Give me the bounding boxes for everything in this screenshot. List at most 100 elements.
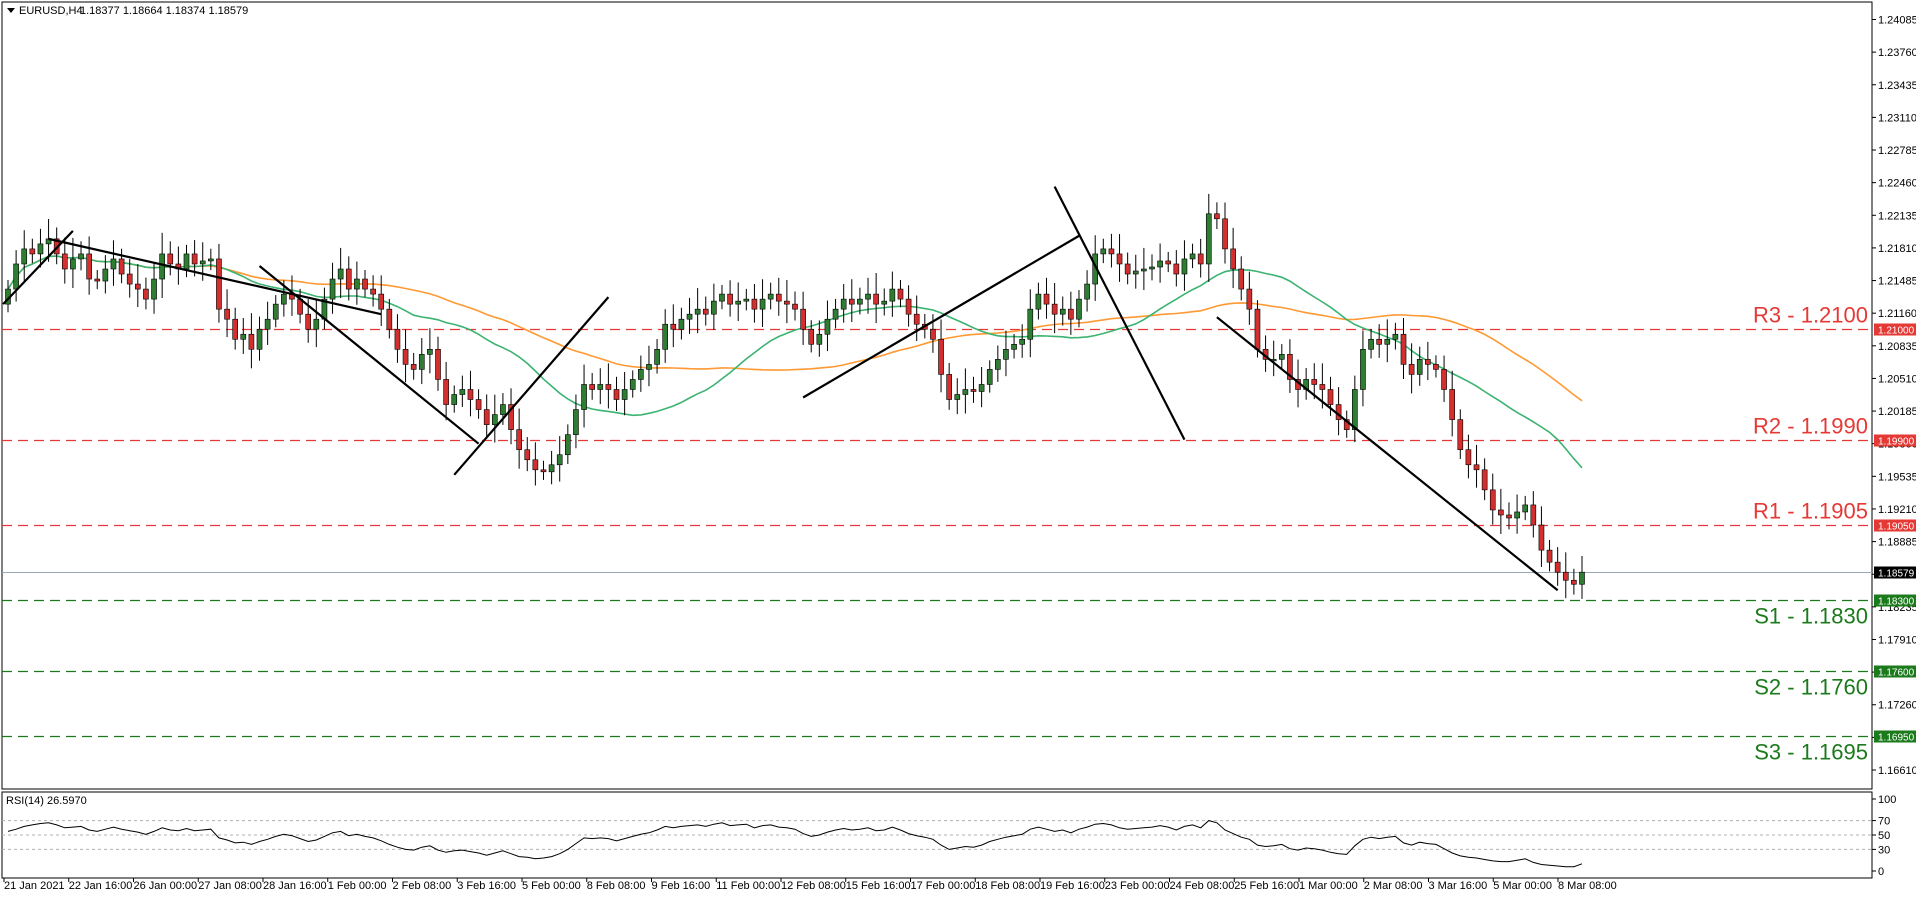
candle-body: [532, 459, 539, 471]
rsi-series: [2, 820, 1872, 868]
candle-body: [508, 404, 514, 430]
candle-body: [1522, 504, 1529, 513]
candle-body: [970, 389, 977, 392]
candle-body: [483, 409, 490, 425]
candle-body: [1287, 354, 1293, 380]
current-price-box: [1874, 566, 1916, 579]
price-tick-label: 1.17260: [1878, 700, 1916, 712]
candle-body: [467, 389, 474, 400]
rsi-pane-frame: [1, 791, 1873, 879]
candle-body: [281, 293, 287, 305]
candle-body: [126, 273, 133, 285]
moving-averages: [7, 255, 1583, 469]
candle-body: [995, 359, 1001, 370]
candle-body: [1441, 369, 1447, 390]
trendline[interactable]: [48, 237, 382, 316]
price-tick-label: 1.23110: [1878, 112, 1916, 124]
time-tick-label: 17 Feb 00:00: [911, 880, 976, 892]
rsi-line: [7, 820, 1583, 868]
candle-body: [1003, 349, 1009, 360]
candle-body: [954, 394, 961, 400]
candle-body: [1230, 248, 1236, 270]
candle-body: [824, 318, 831, 335]
candle-body: [232, 318, 238, 340]
time-tick-label: 3 Mar 16:00: [1429, 880, 1488, 892]
trendline[interactable]: [1216, 316, 1559, 592]
candle-body: [711, 300, 717, 315]
price-tick-label: 1.21485: [1878, 276, 1916, 288]
collapse-triangle-icon[interactable]: [7, 8, 15, 13]
candle-body: [638, 369, 644, 380]
candle-body: [524, 449, 531, 461]
candle-body: [208, 258, 214, 262]
candle-body: [759, 298, 766, 310]
level-label-6: S3 - 1.1695: [1754, 740, 1868, 765]
candle-body: [743, 298, 750, 302]
candle-body: [491, 414, 498, 425]
time-tick-label: 8 Mar 08:00: [1558, 880, 1617, 892]
rsi-indicator-label: RSI(14) 26.5970: [6, 795, 87, 807]
candle-body: [1449, 389, 1456, 420]
candle-body: [1416, 359, 1423, 375]
candle-body: [662, 323, 669, 350]
candle-body: [889, 288, 896, 302]
candle-body: [354, 278, 360, 290]
candle-body: [500, 404, 506, 415]
candle-body: [427, 349, 433, 355]
chart-header: EURUSD,H4 1.18377 1.18664 1.18374 1.1857…: [7, 5, 248, 17]
candle-body: [1506, 514, 1512, 519]
level-price-box-text: 1.19050: [1878, 522, 1915, 533]
candle-body: [654, 349, 660, 365]
candle-body: [784, 300, 790, 305]
candle-body: [167, 253, 174, 265]
time-tick-label: 1 Mar 00:00: [1299, 880, 1358, 892]
candle-body: [183, 253, 190, 270]
candlestick-series: [5, 193, 1585, 599]
candle-body: [848, 298, 855, 305]
time-tick-label: 5 Mar 00:00: [1493, 880, 1552, 892]
candle-body: [727, 293, 733, 305]
trendline[interactable]: [2, 230, 74, 305]
level-label-1: R3 - 1.2100: [1753, 303, 1868, 328]
candle-body: [199, 260, 206, 265]
candle-body: [735, 300, 742, 305]
candle-body: [102, 268, 109, 282]
candle-body: [670, 323, 677, 330]
candle-body: [719, 293, 725, 302]
price-tick-label: 1.23760: [1878, 47, 1916, 59]
candle-body: [1035, 293, 1042, 310]
level-price-box-text: 1.21000: [1878, 326, 1915, 337]
candle-body: [962, 389, 969, 395]
time-tick-label: 24 Feb 08:00: [1170, 880, 1235, 892]
candle-body: [1132, 270, 1139, 275]
candle-body: [362, 278, 368, 290]
candle-body: [134, 283, 141, 290]
candle-body: [1019, 338, 1025, 345]
price-axis[interactable]: 1.24085 1.23760 1.23435 1.23110 1.22785 1.224…: [1872, 14, 1916, 777]
candle-body: [881, 300, 888, 305]
price-tick-label: 1.24085: [1878, 14, 1916, 26]
candle-body: [613, 389, 620, 400]
trendline[interactable]: [1053, 186, 1186, 441]
candle-body: [1027, 308, 1034, 340]
candle-body: [329, 278, 336, 300]
candle-body: [1116, 253, 1123, 265]
candle-body: [1108, 248, 1115, 255]
candle-body: [646, 364, 652, 370]
time-tick-label: 2 Feb 08:00: [393, 880, 452, 892]
price-tick-label: 1.21810: [1878, 243, 1916, 255]
candle-body: [1400, 333, 1407, 365]
trendline[interactable]: [258, 265, 480, 445]
candle-body: [1562, 571, 1569, 581]
candle-body: [256, 328, 263, 350]
time-axis[interactable]: 21 Jan 2021 22 Jan 16:00 26 Jan 00:00 27 Ja…: [3, 878, 1617, 892]
time-tick-label: 1 Feb 00:00: [328, 880, 387, 892]
candle-body: [1189, 253, 1196, 260]
candle-body: [313, 318, 320, 330]
trendline[interactable]: [453, 296, 610, 476]
candle-body: [1181, 258, 1188, 275]
trendline[interactable]: [802, 234, 1080, 399]
time-tick-label: 27 Jan 08:00: [198, 880, 262, 892]
